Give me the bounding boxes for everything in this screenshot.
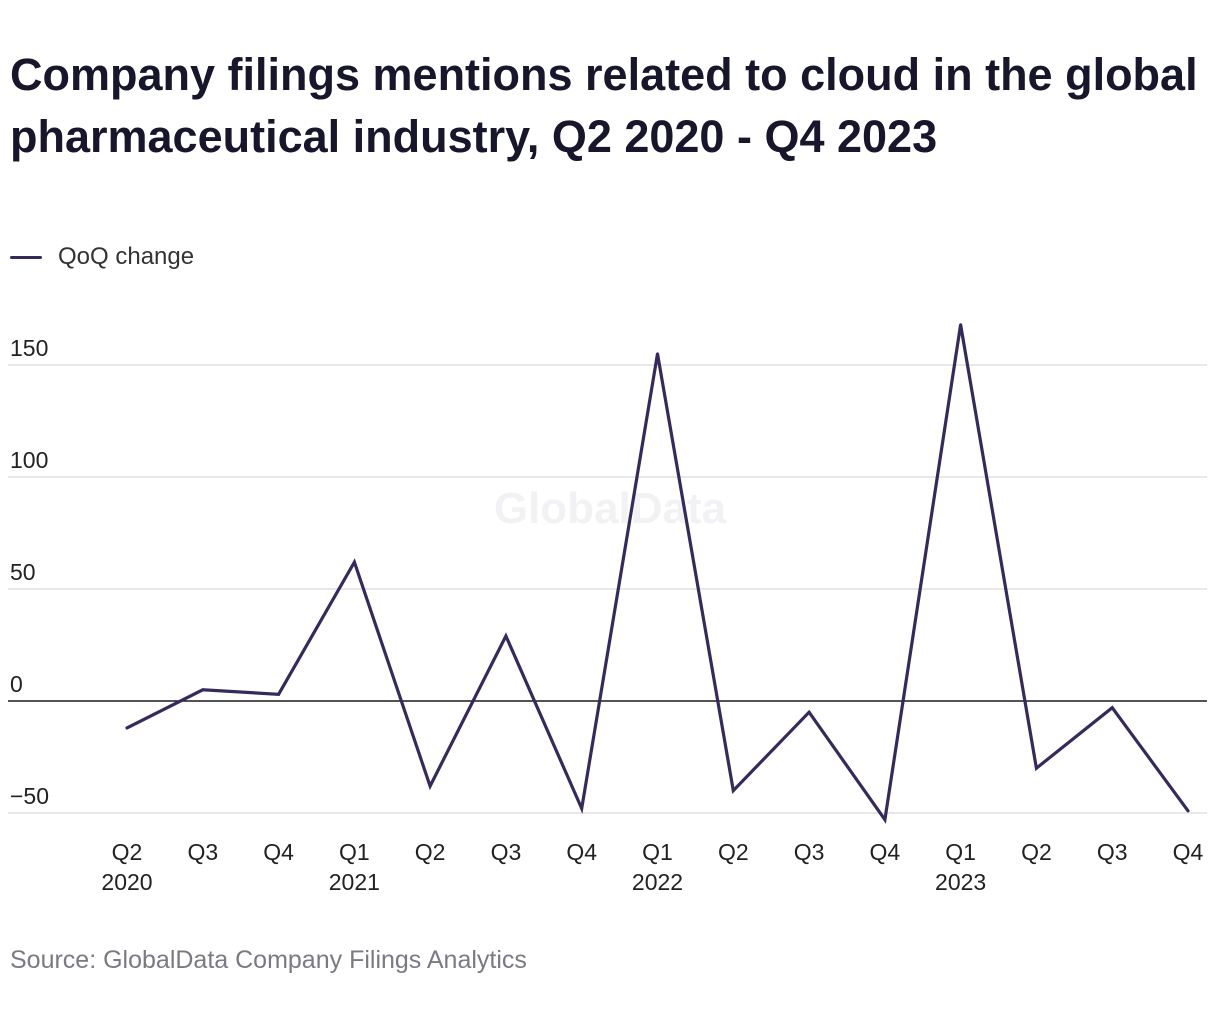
x-tick-label-quarter: Q2 [415,839,446,865]
x-tick-label-quarter: Q3 [794,839,825,865]
data-point [959,323,963,327]
data-point [277,692,280,696]
data-point [125,726,129,730]
legend-line-swatch [10,255,42,259]
data-point [1186,809,1190,813]
data-point [1110,706,1114,710]
x-axis-tick-labels: Q2 2020 Q3 Q4 Q1 2021 Q2 Q3 Q4 Q1 2022 Q2 Q3 Q4 Q1 2023… [101,839,1203,895]
x-tick-label-quarter: Q2 [112,839,143,865]
chart-title: Company filings mentions related to clou… [10,49,1198,162]
grid-lines [8,364,1207,814]
x-tick-label-quarter: Q4 [870,839,901,865]
x-tick-label-quarter: Q4 [1173,839,1204,865]
data-point [352,560,356,564]
x-tick-label-year: 2020 [101,869,152,895]
x-tick-label-quarter: Q1 [945,839,976,865]
data-point [201,688,205,692]
y-tick-label: 0 [10,671,23,697]
y-tick-label: 50 [10,559,36,585]
x-tick-label-quarter: Q4 [263,839,294,865]
source-note: Source: GlobalData Company Filings Analy… [10,946,527,974]
y-tick-label: 100 [10,447,48,473]
legend: QoQ change [10,242,194,272]
legend-label: QoQ change [58,243,195,270]
x-tick-label-quarter: Q4 [566,839,597,865]
x-tick-label-quarter: Q1 [339,839,370,865]
data-series [125,323,1190,824]
y-axis-tick-labels: −50 0 50 100 150 [10,335,49,809]
data-point [1035,766,1038,770]
line-chart: −50 0 50 100 150 Q2 2020 Q3 Q4 Q1 2021 Q2 Q3 Q4 Q1 202… [8,323,1207,895]
data-point [883,818,887,822]
data-point [731,789,735,792]
data-point [504,634,508,638]
x-tick-label-quarter: Q3 [1097,839,1128,865]
x-tick-label-year: 2022 [632,869,683,895]
y-tick-label: 150 [10,335,48,361]
x-tick-label-year: 2021 [329,869,380,895]
series-line-qoq-change [125,324,1190,824]
x-tick-label-quarter: Q1 [642,839,673,865]
x-tick-label-quarter: Q2 [1021,839,1052,865]
data-point [428,784,432,788]
x-tick-label-year: 2023 [935,869,986,895]
y-tick-label: −50 [10,783,49,809]
data-point [580,807,584,810]
data-point [807,710,811,714]
x-tick-label-quarter: Q2 [718,839,749,865]
data-point [656,352,659,356]
x-tick-label-quarter: Q3 [491,839,522,865]
x-tick-label-quarter: Q3 [187,839,218,865]
